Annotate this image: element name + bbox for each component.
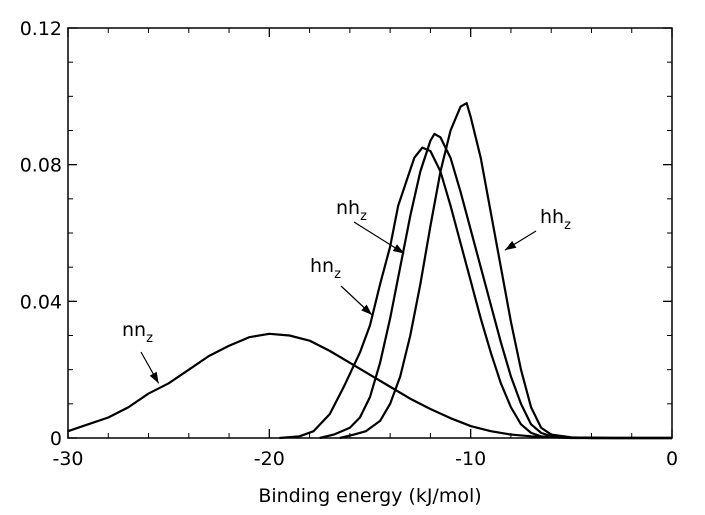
annotation-label-hn: hnz xyxy=(310,255,341,282)
y-tick-label: 0.08 xyxy=(20,155,62,177)
x-axis-label: Binding energy (kJ/mol) xyxy=(258,485,481,507)
x-tick-label: 0 xyxy=(666,448,678,470)
y-tick-label: 0 xyxy=(50,428,62,450)
x-tick-label: -10 xyxy=(455,448,486,470)
annotation-label-nh: nhz xyxy=(336,197,367,224)
series-layer xyxy=(67,102,672,440)
axis-ticks xyxy=(67,27,673,439)
series-line-nh xyxy=(319,132,672,440)
annotation-arrowhead-hh xyxy=(504,240,517,251)
y-tick-label: 0.12 xyxy=(20,18,62,40)
annotation-arrowhead-hn xyxy=(361,304,373,315)
annotation-label-nn: nnz xyxy=(122,319,153,346)
y-tick-label: 0.04 xyxy=(20,291,62,313)
series-line-nn xyxy=(67,332,672,440)
series-line-hn xyxy=(279,146,672,440)
axis-tick-labels: -30 -20 -10 0 0 0.04 0.08 0.12 xyxy=(20,18,678,470)
x-tick-label: -30 xyxy=(52,448,83,470)
annotation-label-hh: hhz xyxy=(540,206,571,233)
annotation-arrowhead-nn xyxy=(149,371,159,384)
plot-frame xyxy=(67,27,673,439)
annotation-arrowhead-nh xyxy=(392,244,405,254)
series-line-hh xyxy=(339,102,672,440)
x-tick-label: -20 xyxy=(254,448,285,470)
